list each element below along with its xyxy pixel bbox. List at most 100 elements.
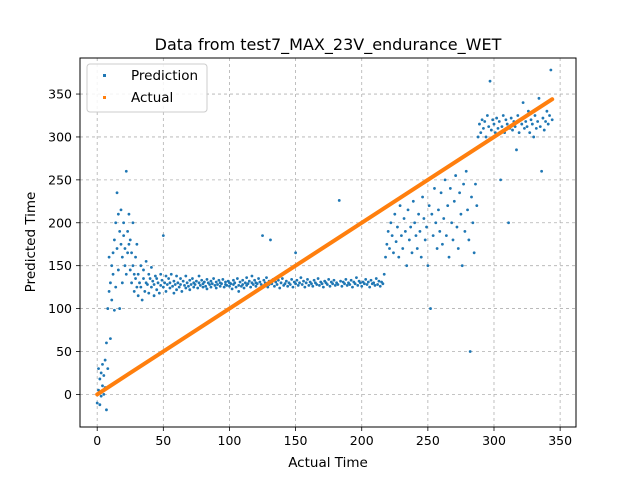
prediction-point [463,229,467,233]
prediction-point [407,238,411,242]
prediction-point [390,234,394,238]
prediction-point [110,264,114,268]
prediction-point [169,272,173,276]
prediction-point [495,116,499,120]
prediction-point [336,283,340,286]
prediction-point [482,126,485,130]
prediction-point [442,217,446,220]
prediction-point [545,109,549,113]
prediction-point [331,282,335,286]
prediction-point [405,264,409,268]
prediction-point [110,298,114,302]
y-tick-label: 0 [64,387,72,402]
prediction-point [127,242,131,246]
prediction-point [546,122,550,126]
prediction-point [447,255,451,259]
prediction-point [200,278,204,282]
prediction-point [120,281,124,285]
prediction-point [114,285,118,289]
prediction-point [396,225,399,229]
prediction-point [214,286,218,290]
prediction-point [467,238,471,242]
prediction-point [369,278,373,282]
prediction-point [242,286,246,290]
prediction-point [392,251,395,255]
prediction-point [229,282,233,286]
prediction-point [339,279,342,283]
prediction-point [478,122,481,126]
prediction-point [492,122,496,126]
prediction-point [437,208,440,212]
prediction-point [131,264,135,268]
prediction-point [300,283,304,286]
chart-title: Data from test7_MAX_23V_endurance_WET [155,35,502,55]
prediction-point [180,290,184,293]
prediction-point [462,182,465,186]
prediction-point [454,174,458,177]
prediction-point [132,290,136,293]
x-tick-label: 150 [284,433,308,448]
prediction-point [152,294,156,298]
prediction-point [269,238,272,242]
prediction-point [283,282,287,286]
prediction-point [233,281,237,285]
prediction-point [102,374,106,377]
prediction-point [143,290,147,293]
prediction-point [504,118,508,122]
prediction-point [97,367,100,371]
prediction-point [120,255,124,259]
prediction-point [142,268,145,272]
prediction-point [228,284,231,288]
prediction-point [419,255,423,259]
prediction-point [159,284,163,287]
prediction-point [318,284,321,287]
prediction-point [384,255,387,259]
prediction-point [366,280,370,284]
prediction-series [95,68,554,412]
prediction-point [98,377,102,381]
prediction-point [210,282,214,286]
prediction-point [532,135,536,139]
legend-box [86,63,208,113]
prediction-point [337,199,341,202]
prediction-point [460,264,464,268]
prediction-point [251,283,255,286]
prediction-point [345,284,349,287]
prediction-point [139,264,143,268]
prediction-point [115,247,119,250]
prediction-point [109,281,112,285]
prediction-point [278,286,282,290]
prediction-point [176,281,180,285]
prediction-point [451,238,455,242]
prediction-point [464,169,468,173]
prediction-point [197,281,201,285]
prediction-point [245,276,249,280]
prediction-point [515,148,518,152]
prediction-point [372,281,376,285]
prediction-point [111,251,115,255]
prediction-point [114,221,118,225]
prediction-point [112,308,116,312]
prediction-point [311,284,315,288]
prediction-point [105,341,108,345]
prediction-point [102,392,106,396]
prediction-point [217,278,221,282]
prediction-point [446,204,450,208]
prediction-point [483,120,487,123]
prediction-point [415,247,419,250]
prediction-point [130,251,133,255]
prediction-point [431,234,435,238]
prediction-point [142,277,145,280]
prediction-point [529,118,533,122]
x-axis-label: Actual Time [288,455,368,471]
prediction-point [116,212,120,216]
prediction-point [499,178,503,182]
x-tick-label: 100 [218,433,242,448]
x-tick-label: 200 [350,433,374,448]
prediction-point [131,221,135,225]
plot-frame [79,57,577,428]
prediction-point [193,283,197,286]
prediction-point [124,272,128,276]
prediction-point [487,125,491,129]
